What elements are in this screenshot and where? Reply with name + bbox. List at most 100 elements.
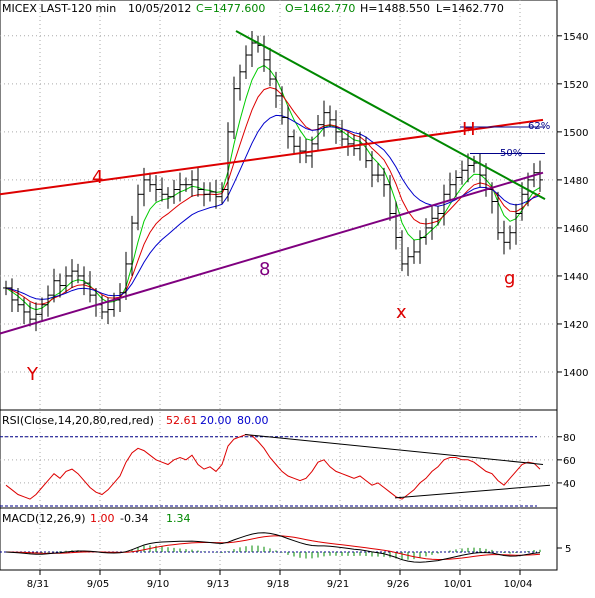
x-tick-label-3: 9/13 [207,579,229,590]
price-bar [207,182,213,202]
price-bar [147,172,153,192]
price-bar [129,215,135,276]
price-bar [225,122,231,202]
price-bar [219,182,225,204]
rsi-header-value: 52.61 [166,414,198,427]
price-bar [57,273,63,298]
support-trendline [0,171,544,335]
price-bar [213,179,219,209]
price-bar [369,151,375,188]
fib-50-label: 50% [500,148,522,159]
price-bar [63,266,69,293]
price-bar [195,167,201,197]
header-close: C=1477.600 [196,2,265,15]
price-bar [327,105,333,128]
price-bar [393,201,399,250]
x-tick-label-1: 9/05 [87,579,109,590]
grid-layer [0,0,557,570]
header-date: 10/05/2012 [128,2,191,15]
price-bar [321,100,327,137]
price-bar [447,172,453,202]
price-bar [315,115,321,152]
price-bar [243,45,249,80]
price-bar [231,76,237,140]
price-bar [183,177,189,192]
annotation-H: H [462,119,476,140]
rsi-header-high: 80.00 [237,414,269,427]
rsi-tick-label-40: 40 [563,479,576,490]
rsi-tick-label-60: 60 [563,456,576,467]
moving-averages [5,64,541,311]
macd-line [5,532,541,563]
trendlines [0,30,546,335]
price-bar [81,266,87,296]
macd-header-value3: 1.34 [166,512,191,525]
price-bar [51,268,57,303]
price-bar [27,302,33,327]
price-panel [0,0,558,411]
price-tick-label-1540: 1540 [563,32,588,43]
macd-header-label: MACD(12,26,9) [2,512,86,525]
price-bar [417,230,423,264]
price-bar [387,175,393,221]
rsi-upper-trendline [244,433,544,465]
price-bar [507,225,513,250]
price-bar [237,64,243,101]
ma-mid-line [5,86,541,305]
price-bar [423,218,429,245]
price-bar [399,230,405,272]
price-bar [135,184,141,231]
macd-tick-label-5: 5 [565,544,571,555]
price-bar [9,278,15,312]
price-bar [75,263,81,284]
price-tick-label-1520: 1520 [563,80,588,91]
price-bar [21,297,27,324]
price-bar [159,177,165,202]
header-high: H=1488.550 [360,2,430,15]
header-symbol: MICEX LAST-120 min [2,2,116,15]
price-bar [273,71,279,108]
price-tick-label-1440: 1440 [563,272,588,283]
price-bar [381,167,387,197]
price-bar [453,170,459,197]
price-tick-label-1480: 1480 [563,176,588,187]
ma-slow-line [5,114,541,300]
x-tick-label-8: 10/04 [504,579,533,590]
price-bar [471,155,477,173]
price-bar [3,280,9,296]
rsi-header-label: RSI(Close,14,20,80,red,red) [2,414,154,427]
price-bar [123,251,129,300]
price-bar [279,86,285,125]
price-bar [87,271,93,303]
price-bar [303,139,309,164]
price-tick-label-1400: 1400 [563,368,588,379]
macd-header-value1: 1.00 [90,512,115,525]
price-bar [501,220,507,255]
price-bar [165,187,171,209]
price-bar [189,170,195,197]
price-bar [339,119,345,147]
price-bar [15,287,21,312]
price-bar [459,160,465,185]
macd-header-value2: -0.34 [120,512,148,525]
price-bar [45,285,51,317]
price-bar [201,182,207,207]
price-tick-label-1460: 1460 [563,224,588,235]
annotation-g: g [504,268,515,289]
price-bar [333,110,339,144]
price-bar [153,175,159,202]
axis-ticks: 1400 1420 1440 1460 1480 1500 1520 1540 40 60 80 5 8… [27,32,589,590]
price-bar [345,131,351,156]
header-open: O=1462.770 [285,2,355,15]
price-bar [297,136,303,164]
price-bar [267,47,273,87]
price-bar [405,247,411,276]
price-bar [177,172,183,202]
rsi-panel [0,409,558,509]
price-bar [291,129,297,154]
rsi-header-low: 20.00 [200,414,232,427]
price-bar [435,206,441,226]
macd-panel [0,507,558,571]
annotation-x: x [396,302,407,323]
